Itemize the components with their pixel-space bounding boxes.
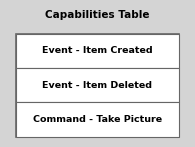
Bar — [16, 68, 179, 102]
Bar — [16, 34, 179, 137]
Bar — [16, 34, 179, 68]
Bar — [16, 102, 179, 137]
Text: Command - Take Picture: Command - Take Picture — [33, 115, 162, 124]
Text: Capabilities Table: Capabilities Table — [45, 10, 150, 20]
Text: Event - Item Created: Event - Item Created — [42, 46, 153, 55]
Text: Event - Item Deleted: Event - Item Deleted — [43, 81, 152, 90]
